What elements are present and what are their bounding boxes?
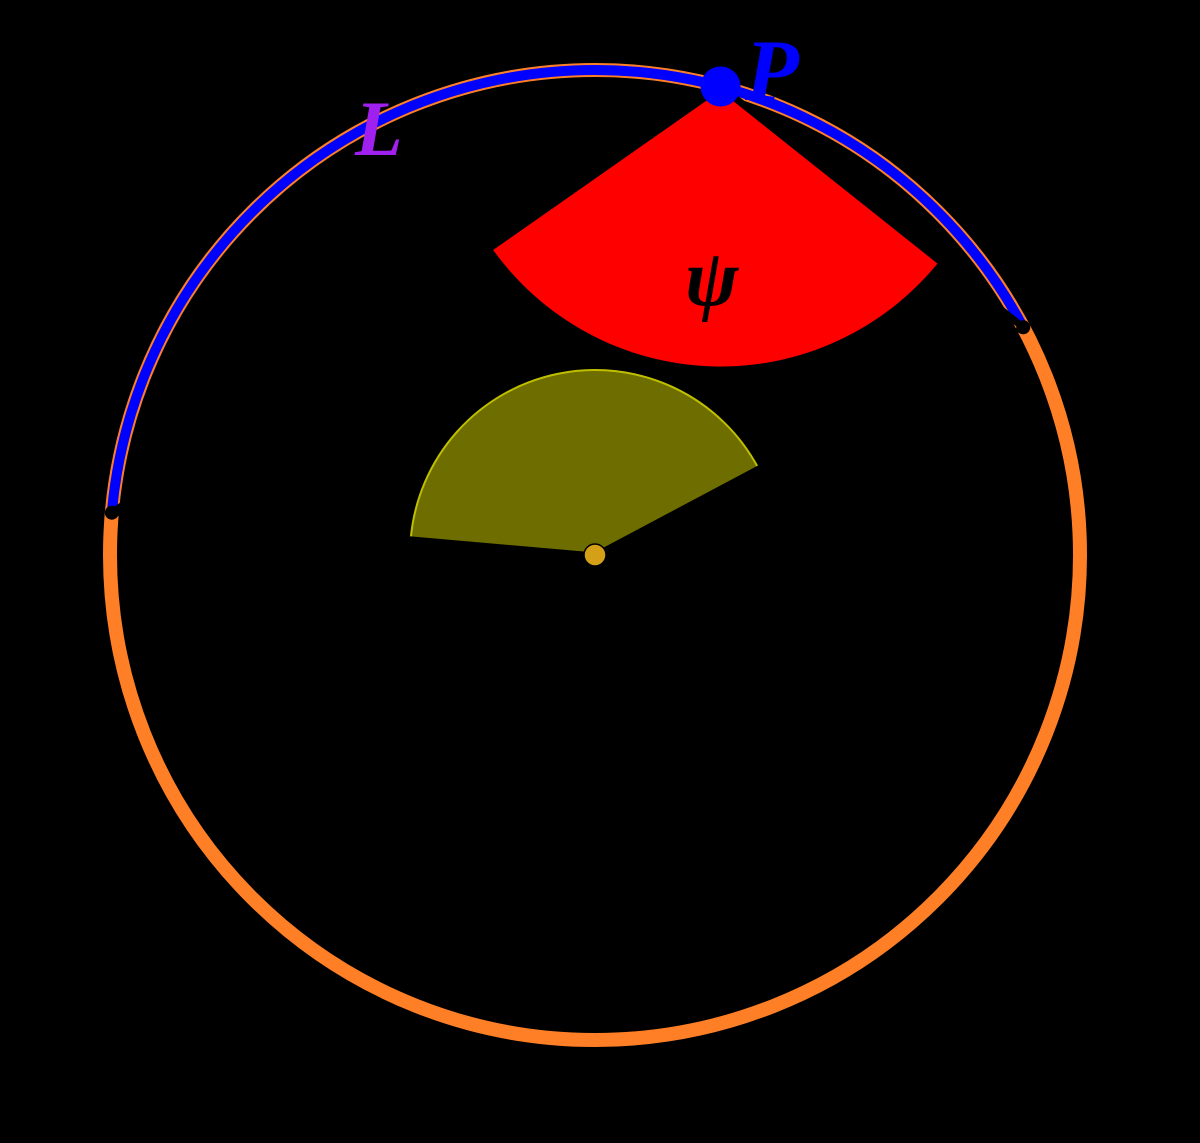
label-theta: θ [580,590,622,678]
point-P [701,67,741,107]
center-stub-left [405,555,595,565]
arc-endpoint-A [105,506,119,520]
central-angle-sector [411,370,759,555]
arc-endpoint-B [1016,320,1030,334]
label-L: L [354,85,403,172]
label-psi: ψ [685,235,739,323]
label-P: P [744,23,800,120]
inscribed-angle-sector [491,87,939,367]
center-point [584,544,606,566]
